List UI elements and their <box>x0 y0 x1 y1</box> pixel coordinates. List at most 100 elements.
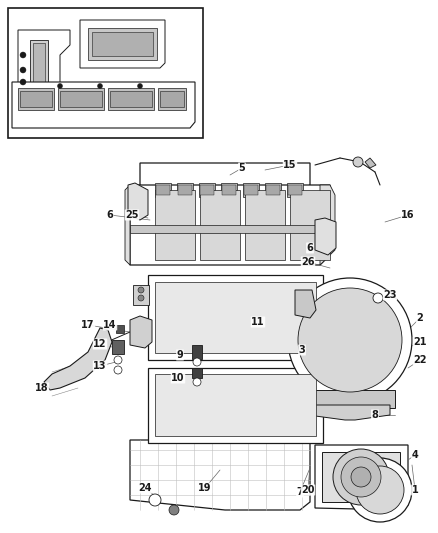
Text: 9: 9 <box>177 350 184 360</box>
Polygon shape <box>128 183 148 220</box>
Circle shape <box>193 358 201 366</box>
Text: 22: 22 <box>413 355 427 365</box>
Bar <box>160 91 184 107</box>
Bar <box>30 40 48 85</box>
Text: 2: 2 <box>417 313 424 323</box>
Circle shape <box>348 458 412 522</box>
Circle shape <box>353 157 363 167</box>
Circle shape <box>351 467 371 487</box>
Circle shape <box>114 356 122 364</box>
Bar <box>192 368 202 378</box>
Text: 19: 19 <box>198 483 212 493</box>
Bar <box>265 183 281 197</box>
Bar <box>199 183 215 197</box>
Polygon shape <box>130 316 152 348</box>
Text: 6: 6 <box>307 243 313 253</box>
Bar <box>192 345 202 359</box>
Circle shape <box>149 494 161 506</box>
Bar <box>112 340 124 354</box>
Circle shape <box>333 449 389 505</box>
Bar <box>290 190 330 260</box>
Circle shape <box>20 67 26 73</box>
Bar <box>116 325 124 333</box>
Circle shape <box>20 79 26 85</box>
Text: 4: 4 <box>412 450 418 460</box>
Circle shape <box>57 84 63 88</box>
Bar <box>287 183 303 197</box>
Text: 7: 7 <box>297 487 304 497</box>
Text: 15: 15 <box>283 160 297 170</box>
Polygon shape <box>18 30 70 95</box>
Polygon shape <box>130 440 310 510</box>
Bar <box>288 185 302 195</box>
Bar <box>155 190 195 260</box>
Bar <box>221 183 237 197</box>
Bar <box>155 282 316 353</box>
Bar <box>178 185 192 195</box>
Polygon shape <box>315 445 408 510</box>
Text: 1: 1 <box>412 485 418 495</box>
Bar <box>200 185 214 195</box>
Circle shape <box>114 366 122 374</box>
Bar <box>20 91 52 107</box>
Bar <box>243 183 259 197</box>
Text: 20: 20 <box>301 485 315 495</box>
Text: 23: 23 <box>383 290 397 300</box>
Bar <box>110 91 152 107</box>
Circle shape <box>356 466 404 514</box>
Circle shape <box>341 457 381 497</box>
Bar <box>148 275 323 360</box>
Text: 3: 3 <box>299 345 305 355</box>
Polygon shape <box>130 185 330 265</box>
Bar <box>58 88 104 110</box>
Circle shape <box>298 288 402 392</box>
Polygon shape <box>315 218 336 255</box>
Circle shape <box>98 84 102 88</box>
Polygon shape <box>140 163 310 193</box>
Bar <box>158 88 186 110</box>
Polygon shape <box>320 185 335 265</box>
Text: 21: 21 <box>413 337 427 347</box>
Circle shape <box>138 295 144 301</box>
Polygon shape <box>125 185 130 265</box>
Polygon shape <box>12 82 195 128</box>
Circle shape <box>20 52 26 58</box>
Text: 11: 11 <box>251 317 265 327</box>
Text: 8: 8 <box>371 410 378 420</box>
Bar <box>88 28 157 60</box>
Text: 18: 18 <box>35 383 49 393</box>
Bar <box>156 185 170 195</box>
Text: 12: 12 <box>93 339 107 349</box>
Bar <box>92 32 153 56</box>
Polygon shape <box>80 20 165 68</box>
Circle shape <box>138 287 144 293</box>
Polygon shape <box>295 290 316 318</box>
Text: 16: 16 <box>401 210 415 220</box>
Polygon shape <box>365 158 376 168</box>
Polygon shape <box>44 328 112 390</box>
Bar <box>8 8 203 138</box>
Circle shape <box>138 84 142 88</box>
Text: 5: 5 <box>239 163 245 173</box>
Circle shape <box>288 278 412 402</box>
Bar <box>33 43 45 82</box>
Text: 17: 17 <box>81 320 95 330</box>
Bar <box>322 452 400 502</box>
Bar <box>133 285 149 305</box>
Bar <box>305 390 395 408</box>
Bar <box>108 88 154 110</box>
Bar <box>245 190 285 260</box>
Bar <box>200 190 240 260</box>
Text: 13: 13 <box>93 361 107 371</box>
Polygon shape <box>308 405 390 420</box>
Text: 24: 24 <box>138 483 152 493</box>
Text: 14: 14 <box>103 320 117 330</box>
Circle shape <box>373 293 383 303</box>
Circle shape <box>169 505 179 515</box>
Bar <box>60 91 102 107</box>
Bar <box>18 88 54 110</box>
Text: 26: 26 <box>301 257 315 267</box>
Bar <box>177 183 193 197</box>
Circle shape <box>193 378 201 386</box>
Bar <box>222 185 236 195</box>
